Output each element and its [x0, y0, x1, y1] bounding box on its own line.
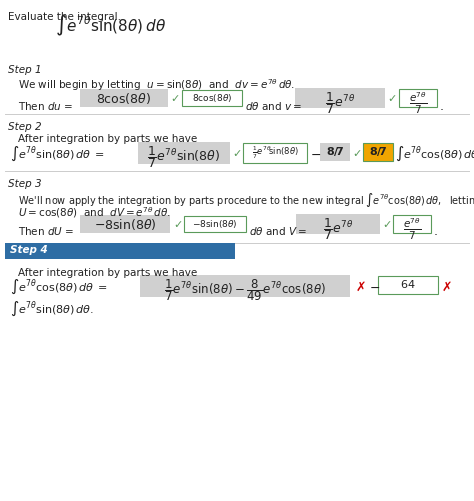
Text: .: . [434, 224, 438, 237]
Text: ✗: ✗ [442, 280, 452, 293]
Text: After integration by parts we have: After integration by parts we have [18, 268, 197, 278]
Text: ✓: ✓ [387, 94, 397, 104]
Text: $-$: $-$ [369, 281, 380, 294]
Text: We will begin by letting  $u=\sin(8\theta)$  and  $dv=e^{7\theta}\,d\theta.$: We will begin by letting $u=\sin(8\theta… [18, 77, 295, 93]
Bar [378, 277, 438, 295]
Text: After integration by parts we have: After integration by parts we have [18, 134, 197, 144]
Bar [363, 144, 393, 162]
Text: Step 3: Step 3 [8, 179, 42, 188]
Text: $8\cos(8\theta)$: $8\cos(8\theta)$ [96, 91, 152, 106]
Bar [80, 90, 168, 108]
Bar [320, 144, 350, 162]
Text: $d\theta$ and $v=$: $d\theta$ and $v=$ [245, 100, 302, 112]
Text: $\int e^{7\theta}\sin(8\theta)\,d\theta.$: $\int e^{7\theta}\sin(8\theta)\,d\theta.… [10, 300, 94, 318]
Text: $-$: $-$ [310, 148, 321, 161]
Text: $\mathbf{8/7}$: $\mathbf{8/7}$ [369, 145, 387, 158]
Text: $\dfrac{e^{7\theta}}{7}$: $\dfrac{e^{7\theta}}{7}$ [403, 216, 421, 241]
Text: $\dfrac{1}{7}e^{7\theta}$: $\dfrac{1}{7}e^{7\theta}$ [325, 90, 356, 116]
Text: ✗: ✗ [356, 280, 366, 293]
Text: .: . [440, 100, 444, 113]
Text: Step 1: Step 1 [8, 65, 42, 75]
Bar [295, 89, 385, 109]
Text: ✓: ✓ [173, 219, 182, 229]
Bar [296, 214, 380, 234]
Text: $\frac{1}{7}e^{7\theta}\!\sin(8\theta)$: $\frac{1}{7}e^{7\theta}\!\sin(8\theta)$ [252, 145, 299, 161]
Text: $\dfrac{1}{7}e^{7\theta}$: $\dfrac{1}{7}e^{7\theta}$ [323, 215, 353, 241]
Bar [5, 243, 235, 260]
Text: $d\theta$ and $V=$: $d\theta$ and $V=$ [249, 224, 307, 236]
Text: $8\cos(8\theta)$: $8\cos(8\theta)$ [192, 92, 232, 104]
Text: Then $du$ =: Then $du$ = [18, 100, 73, 112]
Text: $\int e^{7\theta}\sin(8\theta)\,d\theta$: $\int e^{7\theta}\sin(8\theta)\,d\theta$ [55, 14, 166, 38]
Text: $-8\sin(8\theta)$: $-8\sin(8\theta)$ [192, 217, 238, 229]
Text: ✓: ✓ [170, 94, 180, 104]
Text: ✓: ✓ [383, 219, 392, 229]
Text: $-8\sin(8\theta)$: $-8\sin(8\theta)$ [94, 216, 156, 231]
Bar [399, 90, 437, 108]
Bar [184, 216, 246, 232]
Bar [393, 215, 431, 233]
Text: ✓: ✓ [352, 149, 362, 159]
Text: $\dfrac{1}{7}e^{7\theta}\sin(8\theta)-\dfrac{8}{49}e^{7\theta}\cos(8\theta)$: $\dfrac{1}{7}e^{7\theta}\sin(8\theta)-\d… [164, 277, 326, 302]
Bar [140, 276, 350, 298]
Text: $64$: $64$ [400, 278, 416, 290]
Text: $\mathbf{8/7}$: $\mathbf{8/7}$ [326, 145, 345, 158]
Text: ✓: ✓ [232, 149, 242, 159]
Text: Then $dU$ =: Then $dU$ = [18, 224, 74, 236]
Text: Evaluate the integral.: Evaluate the integral. [8, 12, 121, 22]
Bar [182, 91, 242, 107]
Text: $U=\cos(8\theta)$  and  $dV=e^{7\theta}\,d\theta.$: $U=\cos(8\theta)$ and $dV=e^{7\theta}\,d… [18, 204, 171, 219]
Bar [80, 215, 170, 233]
Bar [243, 144, 307, 164]
Text: Step 4: Step 4 [10, 244, 48, 255]
Text: $\int e^{7\theta}\cos(8\theta)\,d\theta.$: $\int e^{7\theta}\cos(8\theta)\,d\theta.… [395, 145, 474, 163]
Text: $\dfrac{1}{7}e^{7\theta}\sin(8\theta)$: $\dfrac{1}{7}e^{7\theta}\sin(8\theta)$ [147, 144, 220, 169]
Text: $\dfrac{e^{7\theta}}{7}$: $\dfrac{e^{7\theta}}{7}$ [409, 91, 427, 116]
Text: $\int e^{7\theta}\sin(8\theta)\,d\theta\;=$: $\int e^{7\theta}\sin(8\theta)\,d\theta\… [10, 145, 105, 163]
Bar [138, 143, 230, 165]
Text: We'll now apply the integration by parts procedure to the new integral$\;\int e^: We'll now apply the integration by parts… [18, 190, 474, 208]
Text: $\int e^{7\theta}\cos(8\theta)\,d\theta\;=$: $\int e^{7\theta}\cos(8\theta)\,d\theta\… [10, 278, 108, 296]
Text: Step 2: Step 2 [8, 122, 42, 132]
